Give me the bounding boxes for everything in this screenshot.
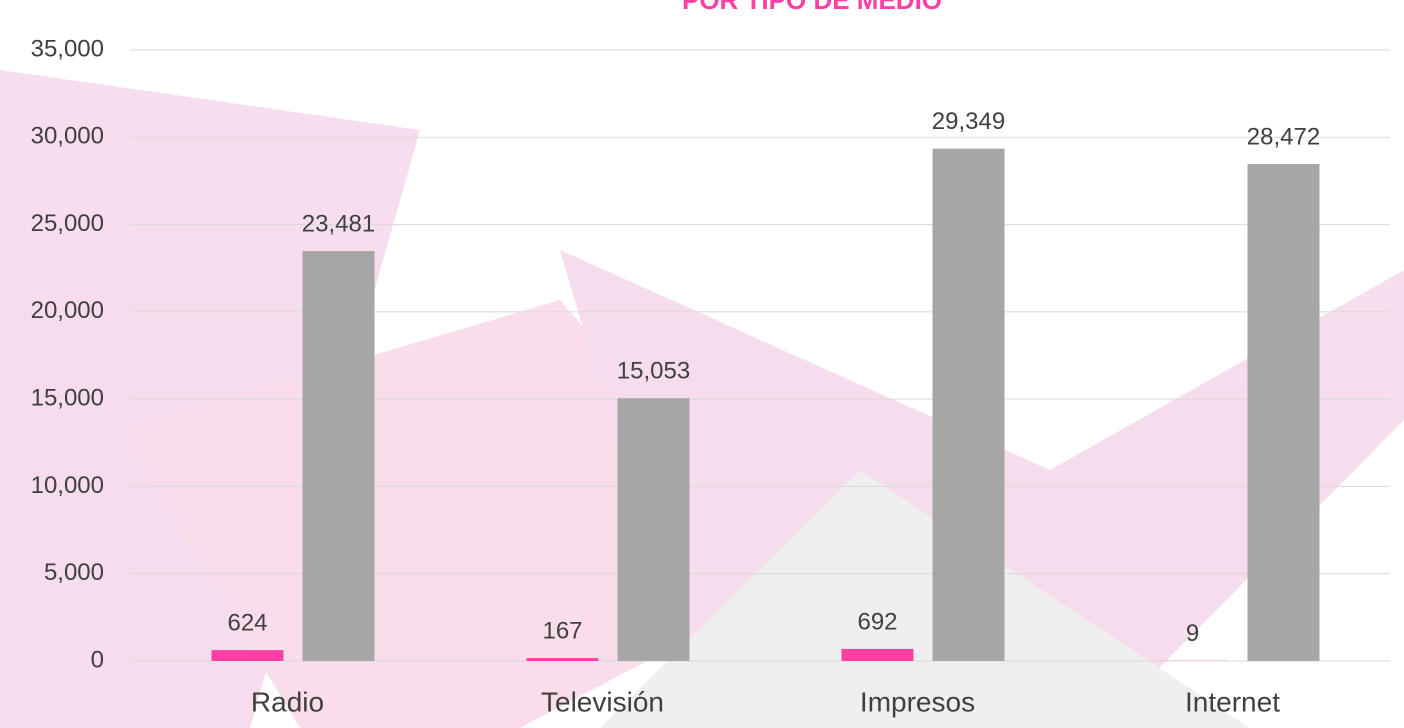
value-label: 624 [227,609,267,636]
bar [933,149,1005,661]
x-tick-label: Impresos [860,686,975,717]
value-label: 28,472 [1247,123,1320,150]
x-tick-label: Internet [1185,686,1280,717]
bar [303,251,375,661]
value-label: 29,349 [932,108,1005,135]
y-tick-label: 15,000 [31,384,104,411]
value-label: 692 [857,608,897,635]
y-tick-label: 35,000 [31,35,104,62]
bar [1248,164,1320,661]
value-label: 167 [542,617,582,644]
bar [842,649,914,661]
value-label: 23,481 [302,210,375,237]
x-tick-label: Radio [251,686,324,717]
y-tick-label: 5,000 [44,559,104,586]
value-label: 9 [1186,620,1199,647]
bar [527,658,599,661]
bar [618,398,690,661]
y-tick-label: 25,000 [31,210,104,237]
y-tick-label: 10,000 [31,472,104,499]
y-tick-label: 30,000 [31,123,104,150]
y-tick-label: 0 [91,646,104,673]
value-label: 15,053 [617,358,690,385]
chart-title: POR TIPO DE MEDIO [682,0,942,15]
y-tick-label: 20,000 [31,297,104,324]
bar [212,650,284,661]
x-tick-label: Televisión [541,686,664,717]
chart: POR TIPO DE MEDIO 0 5,000 10,000 15,000 20,0… [0,0,1404,728]
